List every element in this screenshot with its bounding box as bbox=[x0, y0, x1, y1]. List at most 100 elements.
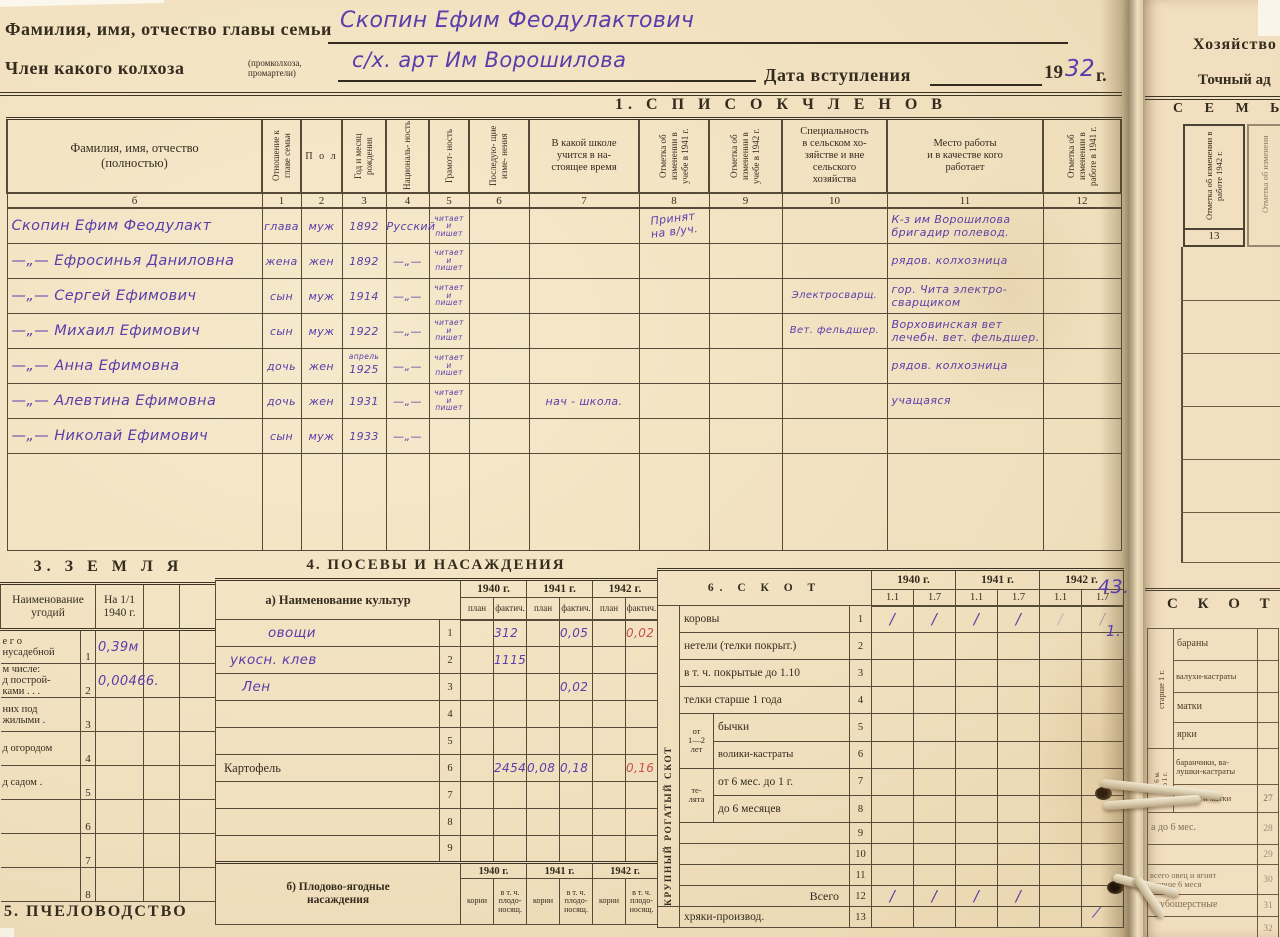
member-born: 1931 bbox=[349, 394, 379, 408]
crop-row: укосн. клев 2 1115 bbox=[215, 646, 659, 674]
sheep-label: матки bbox=[1173, 692, 1258, 723]
member-born: 1925 bbox=[349, 363, 379, 376]
member-sex: муж bbox=[308, 324, 335, 338]
crops-year-1941: 1941 г. bbox=[526, 578, 594, 598]
member-name: —„— Алевтина Ефимовна bbox=[11, 392, 217, 409]
land-value: 0,39м bbox=[98, 640, 139, 655]
livestock-total-label: Всего bbox=[679, 885, 850, 907]
members-table: Фамилия, имя, отчество (полностью) Отнош… bbox=[6, 117, 1122, 551]
member-literacy: читает и пишет bbox=[434, 318, 464, 343]
crop-row: Лен 3 0,02 bbox=[215, 673, 659, 701]
crop-name: укосн. клев bbox=[230, 652, 317, 668]
member-born-note: апрель bbox=[348, 352, 380, 361]
livestock-year-1941: 1941 г. bbox=[955, 568, 1041, 590]
member-relation: сын bbox=[269, 289, 294, 303]
sheep-row-num: 30 bbox=[1257, 864, 1279, 895]
crop-row-num: 9 bbox=[438, 835, 462, 863]
col-nationality-header: Националь- ность bbox=[402, 121, 412, 191]
member-relation: глава bbox=[264, 219, 299, 233]
cattle-group-label: КРУПНЫЙ РОГАТЫЙ СКОТ bbox=[663, 745, 674, 906]
paper-stain bbox=[1030, 620, 1160, 900]
crop-value: 0,16 bbox=[626, 761, 655, 775]
col-speciality-header: Специальность в сельском хо- зяйстве и в… bbox=[800, 126, 869, 185]
crops-title: 4. ПОСЕВЫ И НАСАЖДЕНИЯ bbox=[306, 557, 566, 573]
member-row: —„— Михаил Ефимович сын муж 1922 —„— чит… bbox=[6, 312, 1122, 349]
member-relation: дочь bbox=[267, 394, 296, 408]
land-row-num: 7 bbox=[80, 833, 96, 868]
col-relation-header: Отношение к главе семьи bbox=[270, 130, 292, 182]
member-row: Скопин Ефим Феодулакт глава муж 1892 Рус… bbox=[6, 207, 1122, 244]
land-row-num: 6 bbox=[80, 799, 96, 834]
livestock-row: телки старше 1 года 4 bbox=[658, 686, 1125, 714]
livestock-row: от 1—2 лет бычки 5 bbox=[658, 713, 1125, 769]
crop-value: 312 bbox=[494, 626, 519, 641]
crop-row: Картофель 6 2454 0,08 0,18 0,16 bbox=[215, 754, 659, 782]
member-born: 1914 bbox=[349, 289, 379, 303]
sheep-row: 29 bbox=[1147, 844, 1279, 865]
member-born: 1892 bbox=[349, 219, 379, 233]
sheep-row-num bbox=[1257, 748, 1279, 785]
livestock-row-num: 12 bbox=[848, 885, 873, 907]
kolkhoz-note: (промколхоза, промартели) bbox=[248, 58, 302, 78]
sheep-row-num: 31 bbox=[1257, 894, 1279, 917]
sheep-row-num bbox=[1257, 628, 1279, 661]
kolkhoz-label: Член какого колхоза bbox=[5, 58, 185, 78]
livestock-years-row: 6. С К О Т 1940 г. 1941 г. 1942 г. bbox=[656, 568, 1125, 606]
kolkhoz-value: с/х. арт Им Ворошилова bbox=[352, 48, 627, 72]
family-head-underline bbox=[328, 14, 1068, 44]
col13-header-box: Отметка об изменении в работе 1942 г. bbox=[1183, 124, 1245, 230]
kolkhoz-underline bbox=[338, 52, 756, 82]
livestock-row-num: 10 bbox=[848, 843, 873, 865]
address-label: Точный ад bbox=[1198, 72, 1271, 88]
rule-line bbox=[1145, 96, 1280, 100]
rule-line bbox=[1181, 300, 1280, 301]
crop-value: 1115 bbox=[494, 653, 527, 667]
member-row: —„— Сергей Ефимович сын муж 1914 —„— чит… bbox=[6, 277, 1122, 314]
member-workplace: Ворховинская вет лечебн. вет. фельдшер. bbox=[891, 318, 1040, 344]
sheep-label: а до 6 мес. bbox=[1147, 812, 1258, 845]
col-name-header: Фамилия, имя, отчество (полностью) bbox=[70, 141, 199, 170]
sheep-row-num: 27 bbox=[1257, 784, 1279, 813]
rule-line bbox=[0, 92, 1122, 96]
land-row: м числе: д построй- ками . . . 2 0,00466… bbox=[0, 663, 216, 698]
member-workplace: рядов. колхозница bbox=[891, 254, 1008, 267]
sheep-row-num bbox=[1257, 692, 1279, 723]
main-page: Фамилия, имя, отчество главы семьи Скопи… bbox=[0, 0, 1132, 937]
crop-row-num: 4 bbox=[438, 700, 462, 728]
livestock-title: 6. С К О Т bbox=[656, 568, 873, 606]
member-workplace: К-з им Ворошилова бригадир полевод. bbox=[891, 212, 1011, 239]
member-nationality: —„— bbox=[393, 289, 422, 303]
sheep-row: грубошерстные 31 bbox=[1147, 894, 1279, 917]
next-page-edge: Хозяйство Точный ад С Е М Ь Отметка об и… bbox=[1143, 0, 1280, 937]
fruit-year-1941: 1941 г. bbox=[526, 861, 594, 879]
member-workplace: рядов. колхозница bbox=[891, 359, 1008, 372]
sheep-label: бараны bbox=[1173, 628, 1258, 661]
crops-name-col-header: а) Наименование культур bbox=[265, 592, 411, 607]
member-study41-note: Принят на в/уч. bbox=[650, 209, 700, 241]
member-literacy: читает и пишет bbox=[434, 283, 464, 308]
livestock-row-num: 7 bbox=[848, 767, 873, 796]
member-speciality: Электросварщ. bbox=[791, 290, 878, 301]
livestock-mark: / bbox=[931, 886, 938, 905]
fruit-sub-row: корни в т. ч. плодо- носящ. корни в т. ч. … bbox=[216, 878, 659, 925]
land-row: 6 bbox=[0, 799, 216, 834]
paper-stain bbox=[920, 170, 1100, 410]
entry-date-label: Дата вступления bbox=[764, 65, 911, 85]
col-school-header: В какой школе учится в на- стоящее время bbox=[551, 138, 617, 173]
member-relation: дочь bbox=[267, 359, 296, 373]
crops-years-row: а) Наименование культур 1940 г. 1941 г. … bbox=[214, 578, 659, 620]
crop-value: 0,02 bbox=[626, 626, 655, 641]
member-relation: сын bbox=[269, 429, 294, 443]
livestock-row-num: 13 bbox=[848, 906, 873, 928]
land-label: д садом . bbox=[0, 765, 81, 800]
fruit-years-row: б) Плодово-ягодные насаждения 1940 г. 19… bbox=[214, 861, 659, 925]
livestock-row: нетели (телки покрыт.) 2 bbox=[658, 632, 1125, 660]
member-row: —„— Анна Ефимовна дочь жен апрель 1925 —„… bbox=[6, 347, 1122, 384]
land-label: е г о нусадебной bbox=[0, 629, 81, 664]
land-col2-header: На 1/1 1940 г. bbox=[103, 593, 136, 619]
crops-sub-row: план фактич. план фактич. план фактич. bbox=[216, 597, 659, 621]
fruit-year-1940: 1940 г. bbox=[460, 861, 528, 879]
land-row-num: 2 bbox=[80, 663, 96, 698]
members-colnum-row: б 12 34 56 78 910 1112 bbox=[6, 192, 1122, 209]
livestock-label: от 6 мес. до 1 г. bbox=[713, 767, 850, 796]
